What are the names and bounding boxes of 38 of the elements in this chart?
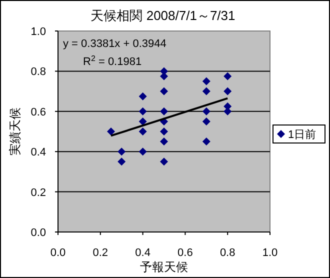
point [202, 117, 210, 126]
point [224, 87, 232, 96]
point [138, 128, 147, 136]
point [107, 128, 115, 136]
point [160, 87, 168, 96]
x-tick-label: 1.0 [262, 247, 278, 259]
legend-label: 1日前 [288, 129, 316, 141]
annotation: R$^{2}$ = 0.1981 [83, 54, 142, 68]
y-tick-label: 0.8 [30, 66, 46, 78]
annotation: y = 0.3381x + 0.3944 [63, 38, 166, 50]
point [202, 77, 210, 86]
y-tick-label: 0.6 [30, 106, 46, 118]
x-axis-title: 予報天候 [140, 260, 188, 274]
point [138, 107, 147, 116]
y-tick-label: 1.0 [30, 26, 46, 38]
point [202, 138, 210, 146]
point [224, 72, 232, 80]
y-tick-label: 0.4 [30, 146, 46, 159]
x-tick-label: 0.0 [50, 247, 66, 259]
point [118, 158, 126, 166]
x-tick-label: 0.2 [92, 247, 108, 259]
point [160, 107, 168, 116]
point [138, 148, 147, 156]
point [160, 138, 168, 146]
y-axis-title: 実績天候 [8, 108, 22, 156]
y-tick-label: 0.2 [30, 186, 46, 199]
chart-title: 天候相関 2008/7/1～7/31 [90, 8, 236, 23]
y-tick-label: 0.0 [30, 227, 46, 239]
point [138, 117, 147, 126]
point [202, 87, 210, 96]
x-tick-label: 0.6 [178, 247, 193, 259]
point [202, 107, 210, 116]
x-tick-label: 0.4 [135, 247, 150, 259]
x-tick-label: 0.8 [220, 247, 236, 259]
point [160, 128, 168, 136]
point [118, 148, 126, 156]
point [138, 92, 147, 100]
point [160, 158, 168, 166]
